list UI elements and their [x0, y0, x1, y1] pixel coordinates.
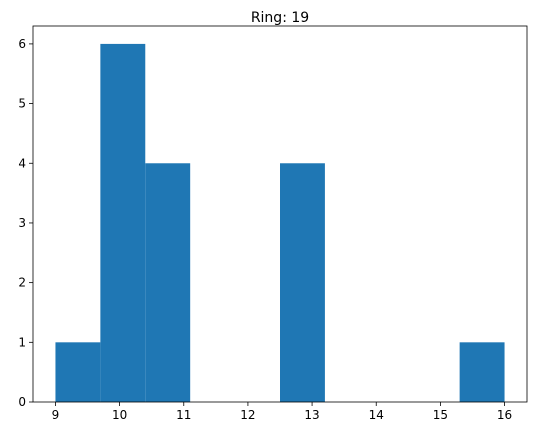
histogram-bar: [145, 163, 191, 402]
y-tick-label: 6: [18, 37, 26, 51]
y-tick-label: 3: [18, 216, 26, 230]
bars-layer: [55, 43, 505, 403]
y-tick-label: 5: [18, 97, 26, 111]
y-axis-ticks: 0 1 2 3 4 5 6: [18, 37, 33, 409]
y-tick-label: 1: [18, 335, 26, 349]
histogram-bar: [55, 342, 101, 402]
plot-frame: [32, 25, 528, 403]
x-tick-label: 16: [497, 408, 512, 422]
axes-layer: [32, 25, 528, 403]
y-tick-label: 0: [18, 395, 26, 409]
x-axis-ticks: 9 10 11 12 13 14 15 16: [52, 402, 512, 422]
x-tick-label: 12: [240, 408, 255, 422]
histogram-bar: [280, 163, 325, 402]
x-tick-label: 11: [176, 408, 191, 422]
x-tick-label: 13: [304, 408, 319, 422]
x-tick-label: 15: [433, 408, 448, 422]
histogram-bar: [459, 342, 505, 402]
x-tick-label: 9: [52, 408, 60, 422]
x-tick-label: 10: [112, 408, 127, 422]
y-tick-label: 4: [18, 156, 26, 170]
histogram-bar: [100, 43, 146, 403]
y-tick-label: 2: [18, 276, 26, 290]
chart-title: Ring: 19: [251, 10, 309, 26]
x-tick-label: 14: [369, 408, 384, 422]
